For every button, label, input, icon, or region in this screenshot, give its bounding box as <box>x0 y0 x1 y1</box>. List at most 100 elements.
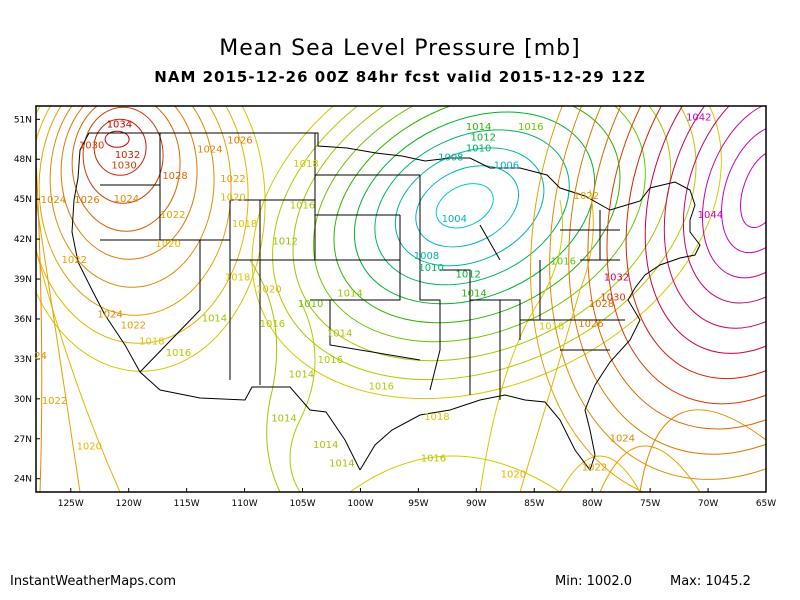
isobar-value-label: 1006 <box>494 161 519 172</box>
isobar-value-label: 1020 <box>220 193 245 204</box>
isobar-value-label: 1028 <box>589 299 614 310</box>
lon-tick-label: 80W <box>582 499 602 509</box>
isobar-low-ring <box>415 165 520 248</box>
lat-tick-label: 27N <box>14 435 32 445</box>
isobar-value-label: 1034 <box>107 119 132 130</box>
isobar-value-label: 1042 <box>686 113 711 124</box>
isobar-value-label: 1010 <box>418 263 443 274</box>
state-borders <box>71 132 701 472</box>
lon-tick-label: 120W <box>116 499 142 509</box>
site-credit: InstantWeatherMaps.com <box>10 574 177 589</box>
isobar-value-label: 1016 <box>369 382 394 393</box>
isobar-low-ring <box>292 106 672 362</box>
isobar-value-label: 1020 <box>155 239 180 250</box>
isobar-value-label: 1032 <box>115 150 140 161</box>
isobar-value-label: 1022 <box>574 191 599 202</box>
isobar-value-label: 1008 <box>414 251 439 262</box>
isobar-high-ring <box>549 106 766 480</box>
gulf-coastline <box>359 384 596 472</box>
isobar-west-ring <box>104 130 130 148</box>
isobar-value-label: 1014 <box>313 440 338 451</box>
isobar-value-label: 24 <box>34 351 47 362</box>
isobar-line <box>249 259 281 492</box>
isobar-line <box>599 445 701 492</box>
isobar-value-label: 1008 <box>438 153 463 164</box>
isobar-high-ring <box>740 150 766 228</box>
isobar-value-label: 1018 <box>539 322 564 333</box>
us-canada-border <box>89 132 696 221</box>
isobar-line <box>289 299 316 492</box>
map-title: Mean Sea Level Pressure [mb] <box>219 36 581 61</box>
lon-tick-label: 85W <box>524 499 544 509</box>
isobar-west-ring <box>82 106 164 204</box>
isobar-west-ring <box>93 118 147 176</box>
isobar-value-label: 1030 <box>111 161 136 172</box>
lat-tick-label: 30N <box>14 395 32 405</box>
isobar-value-label: 1018 <box>424 412 449 423</box>
lat-tick-label: 48N <box>14 155 32 165</box>
isobar-value-label: 1016 <box>421 453 446 464</box>
lon-tick-label: 90W <box>466 499 486 509</box>
isobar-value-label: 1022 <box>220 174 245 185</box>
isobar-value-label: 1014 <box>466 122 491 133</box>
isobar-value-label: 1018 <box>232 219 257 230</box>
isobar-value-label: 1024 <box>114 194 139 205</box>
isobar-low-ring <box>312 106 646 343</box>
lon-tick-label: 95W <box>408 499 428 509</box>
isobar-value-label: 1024 <box>197 145 222 156</box>
isobar-low-ring <box>272 106 697 381</box>
longitude-ticks: 125W 120W 115W 110W 105W 100W 95W 90W 85W 80W 75W 7… <box>58 488 776 509</box>
isobar-value-label: 1026 <box>227 135 252 146</box>
isobar-value-label: 1014 <box>461 288 486 299</box>
isobar-value-label: 1044 <box>698 210 723 221</box>
lat-tick-label: 51N <box>14 115 32 125</box>
isobar-line <box>36 249 121 492</box>
isobar-value-label: 1022 <box>62 255 87 266</box>
isobar-value-label: 1016 <box>166 348 191 359</box>
isobar-west-ring <box>49 106 215 288</box>
max-pressure: Max: 1045.2 <box>670 574 751 589</box>
us-mexico-border <box>159 386 361 471</box>
isobar-value-label: 1014 <box>327 328 352 339</box>
isobar-value-label: 1032 <box>604 272 629 283</box>
isobar-value-label: 1014 <box>337 288 362 299</box>
isobar-value-label: 1010 <box>298 299 323 310</box>
lat-tick-label: 33N <box>14 355 32 365</box>
lat-tick-label: 39N <box>14 275 32 285</box>
isobar-value-label: 1012 <box>471 133 496 144</box>
isobar-value-label: 1004 <box>442 214 467 225</box>
isobar-low-ring <box>333 106 621 324</box>
isobar-value-label: 1018 <box>225 272 250 283</box>
isobar-value-label: 1016 <box>518 122 543 133</box>
isobar-line <box>36 159 43 492</box>
isobar-line <box>519 189 594 492</box>
isobar-high-ring <box>721 125 766 254</box>
isobar-line <box>479 199 563 492</box>
min-pressure: Min: 1002.0 <box>555 574 633 589</box>
lat-tick-label: 42N <box>14 235 32 245</box>
lat-tick-label: 36N <box>14 315 32 325</box>
isobar-high-ring <box>530 106 766 492</box>
isobar-value-label: 1014 <box>329 459 354 470</box>
isobar-value-label: 1024 <box>41 195 66 206</box>
isobar-value-label: 1020 <box>256 284 281 295</box>
isobar-west-ring <box>38 106 232 316</box>
isobar-value-label: 1030 <box>600 292 625 303</box>
isobar-value-label: 1022 <box>42 396 67 407</box>
lon-tick-label: 105W <box>289 499 315 509</box>
isobar-west-ring <box>36 106 249 344</box>
isobar-value-label: 1014 <box>202 314 227 325</box>
lon-tick-label: 70W <box>698 499 718 509</box>
isobar-layer <box>36 106 766 492</box>
map-subtitle: NAM 2015-12-26 00Z 84hr fcst valid 2015-… <box>154 68 646 86</box>
isobar-high-ring <box>606 106 766 405</box>
lon-tick-label: 125W <box>58 499 84 509</box>
isobar-value-label: 1020 <box>501 469 526 480</box>
isobar-value-label: 1016 <box>290 200 315 211</box>
isobar-low-ring <box>353 111 596 305</box>
pacific-coastline <box>71 132 161 391</box>
isobar-line <box>639 409 766 492</box>
isobar-west-ring <box>60 106 198 260</box>
